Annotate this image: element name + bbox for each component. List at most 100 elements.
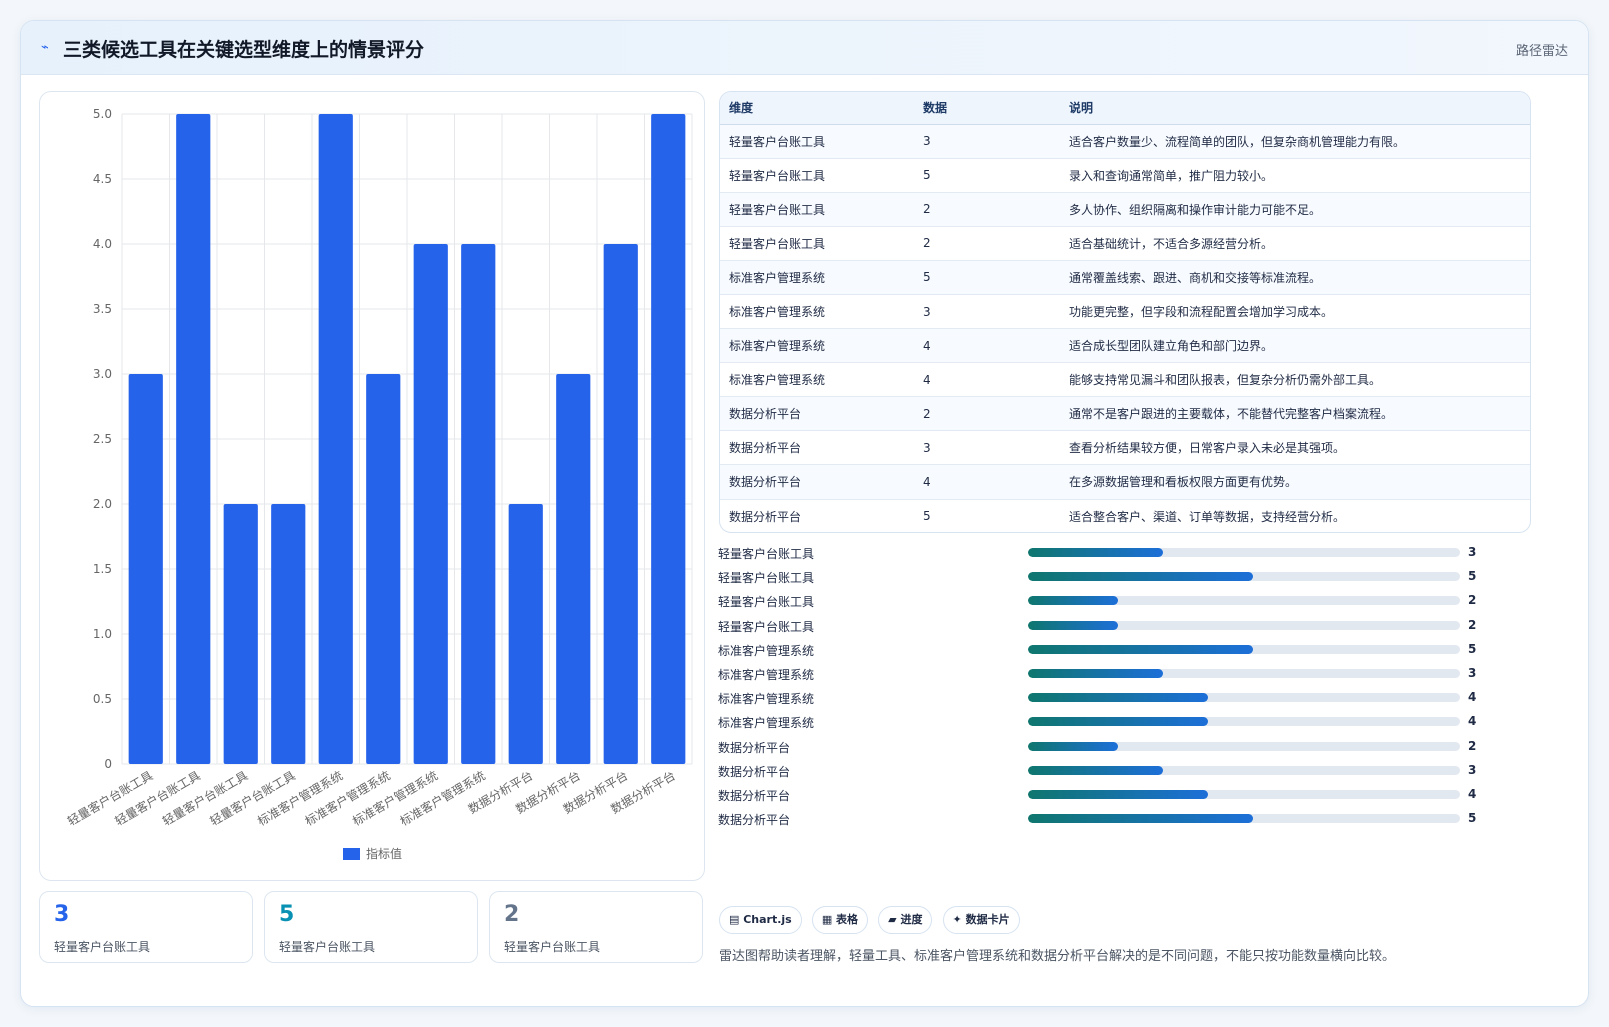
table-cell: 数据分析平台 <box>720 430 914 466</box>
table-cell: 3 <box>914 294 1060 330</box>
chart-panel: 0 0.5 1.0 1.5 2.0 2.5 3.0 3.5 4.0 4.5 5.0 轻量客户台账工具轻… <box>39 91 705 881</box>
footnote: 雷达图帮助读者理解，轻量工具、标准客户管理系统和数据分析平台解决的是不同问题，不… <box>719 949 1396 964</box>
table-cell: 标准客户管理系统 <box>720 260 914 295</box>
x-tick-label: 标准客户管理系统 <box>302 768 393 829</box>
progress-fill <box>1028 717 1208 727</box>
progress-fill <box>1028 741 1118 751</box>
data-table: 维度 数据 说明 轻量客户台账工具 3 适合客户数量少、流程简单的团队，但复杂商机管… <box>720 92 1530 532</box>
table-row: 标准客户管理系统 4 能够支持常见漏斗和团队报表，但复杂分析仍需外部工具。 <box>720 362 1530 398</box>
progress-row: 数据分析平台 4 <box>718 784 1478 808</box>
table-cell: 4 <box>914 362 1060 398</box>
progress-track <box>1028 741 1460 751</box>
main-card: ⌁ 三类候选工具在关键选型维度上的情景评分 路径雷达 0 0.5 1.0 1.5 2.0… <box>20 20 1589 1007</box>
table-row: 轻量客户台账工具 2 多人协作、组织隔离和操作审计能力可能不足。 <box>720 192 1530 227</box>
progress-row: 数据分析平台 5 <box>718 808 1478 832</box>
progress-row: 数据分析平台 3 <box>718 760 1478 784</box>
table-cell: 查看分析结果较方便，日常客户录入未必是其强项。 <box>1060 430 1530 466</box>
table-cell: 轻量客户台账工具 <box>720 158 914 193</box>
progress-row: 轻量客户台账工具 5 <box>718 566 1478 590</box>
legend-swatch <box>343 848 360 860</box>
table-cell: 数据分析平台 <box>729 509 802 524</box>
progress-value: 2 <box>1468 617 1477 632</box>
bar-chart: 0 0.5 1.0 1.5 2.0 2.5 3.0 3.5 4.0 4.5 5.0 轻量客户台账工具轻… <box>65 107 693 861</box>
progress-track <box>1028 693 1460 703</box>
progress-track <box>1028 644 1460 654</box>
table-cell: 标准客户管理系统 <box>720 328 914 364</box>
column-header: 维度 <box>720 92 914 125</box>
table-row: 数据分析平台 4 在多源数据管理和看板权限方面更有优势。 <box>720 464 1530 500</box>
table-cell: 3 <box>914 124 1060 159</box>
progress-value: 4 <box>1468 714 1477 729</box>
progress-track <box>1028 572 1460 582</box>
table-cell: 适合基础统计，不适合多源经营分析。 <box>1060 226 1530 261</box>
table-cell: 标准客户管理系统 <box>720 294 914 330</box>
progress-label: 标准客户管理系统 <box>718 716 815 731</box>
progress-row: 轻量客户台账工具 2 <box>718 590 1478 614</box>
y-tick-label: 1.5 <box>93 562 112 576</box>
bar <box>603 244 638 764</box>
chip-data-card[interactable]: ✦ 数据卡片 <box>942 906 1020 934</box>
y-tick-label: 1.0 <box>93 627 112 641</box>
progress-label: 标准客户管理系统 <box>718 667 815 682</box>
table-row: 数据分析平台 3 查看分析结果较方便，日常客户录入未必是其强项。 <box>720 430 1530 466</box>
progress-label: 轻量客户台账工具 <box>718 571 815 586</box>
legend-label: 指标值 <box>366 846 402 861</box>
y-tick-label: 5.0 <box>93 107 112 121</box>
y-tick-label: 2.0 <box>93 497 112 511</box>
bar <box>366 374 401 764</box>
progress-value: 3 <box>1468 665 1477 680</box>
chip-row: ▤ Chart.js ▦ 表格 ▰ 进度 ✦ 数据卡片 <box>719 906 1025 934</box>
progress-track <box>1028 668 1460 678</box>
progress-fill <box>1028 693 1208 703</box>
progress-row: 标准客户管理系统 4 <box>718 687 1478 711</box>
table-row: 标准客户管理系统 3 功能更完整，但字段和流程配置会增加学习成本。 <box>720 294 1530 330</box>
stat-label: 轻量客户台账工具 <box>54 940 151 954</box>
progress-fill <box>1028 620 1118 630</box>
progress-label: 数据分析平台 <box>718 764 791 779</box>
progress-label: 轻量客户台账工具 <box>718 619 815 634</box>
bar <box>128 374 163 764</box>
table-cell: 数据分析平台 <box>720 396 914 432</box>
table-cell: 功能更完整，但字段和流程配置会增加学习成本。 <box>1060 294 1530 330</box>
bar <box>176 114 211 764</box>
chip-progress[interactable]: ▰ 进度 <box>878 906 933 934</box>
progress-row: 轻量客户台账工具 2 <box>718 615 1478 639</box>
table-cell: 5 <box>923 509 931 524</box>
table-cell: 适合成长型团队建立角色和部门边界。 <box>1060 328 1530 364</box>
progress-list: 轻量客户台账工具 3 轻量客户台账工具 5 轻量客户台账工具 2 轻量客户台账工具 2 标准客户… <box>718 542 1478 832</box>
progress-value: 2 <box>1468 593 1477 608</box>
table-cell: 适合客户数量少、流程简单的团队，但复杂商机管理能力有限。 <box>1060 124 1530 159</box>
chip-chartjs[interactable]: ▤ Chart.js <box>719 906 802 934</box>
table-cell: 4 <box>914 464 1060 500</box>
progress-fill <box>1028 814 1253 824</box>
progress-value: 4 <box>1468 690 1477 705</box>
y-tick-label: 2.5 <box>93 432 112 446</box>
table-cell: 在多源数据管理和看板权限方面更有优势。 <box>1060 464 1530 500</box>
y-tick-label: 3.5 <box>93 302 112 316</box>
header-tag: 路径雷达 <box>1515 44 1568 59</box>
table-row: 轻量客户台账工具 5 录入和查询通常简单，推广阻力较小。 <box>720 158 1530 193</box>
stat-label: 轻量客户台账工具 <box>279 940 376 954</box>
progress-value: 5 <box>1468 569 1477 584</box>
progress-track <box>1028 596 1460 606</box>
stat-card: 3 轻量客户台账工具 <box>39 891 253 963</box>
table-cell: 2 <box>914 192 1060 227</box>
progress-label: 轻量客户台账工具 <box>718 595 815 610</box>
table-cell: 2 <box>914 226 1060 261</box>
table-cell: 2 <box>914 396 1060 432</box>
bar <box>556 374 591 764</box>
bar <box>413 244 448 764</box>
x-tick-label: 标准客户管理系统 <box>397 768 488 829</box>
progress-row: 标准客户管理系统 3 <box>718 663 1478 687</box>
progress-fill <box>1028 789 1208 799</box>
progress-track <box>1028 814 1460 824</box>
table-cell: 多人协作、组织隔离和操作审计能力可能不足。 <box>1060 192 1530 227</box>
progress-label: 标准客户管理系统 <box>718 643 815 658</box>
stat-card: 5 轻量客户台账工具 <box>264 891 478 963</box>
table-cell: 3 <box>914 430 1060 466</box>
table-cell: 适合整合客户、渠道、订单等数据，支持经营分析。 <box>1069 509 1346 524</box>
progress-track <box>1028 717 1460 727</box>
chip-table[interactable]: ▦ 表格 <box>811 906 869 934</box>
wave-icon: ⌁ <box>41 40 49 55</box>
progress-track <box>1028 789 1460 799</box>
